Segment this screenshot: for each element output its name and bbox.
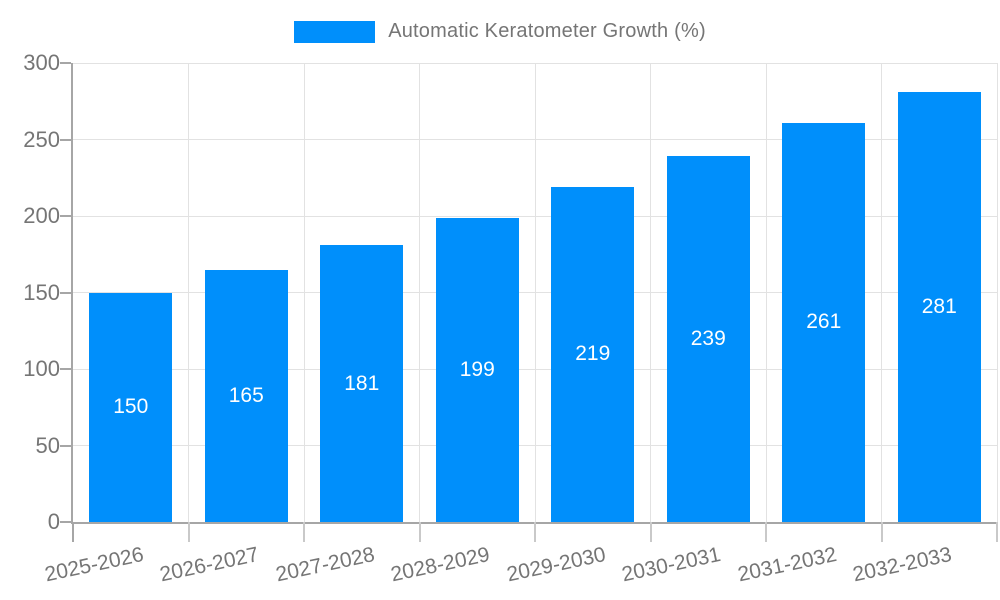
bar-2029-2030[interactable] [551, 186, 635, 522]
y-tick-mark [60, 521, 71, 523]
bar-value-label: 165 [228, 383, 264, 407]
y-tick-mark [60, 138, 71, 141]
bar-2031-2032[interactable] [782, 122, 866, 522]
gridline-vertical [303, 63, 305, 522]
gridline-vertical [996, 63, 998, 522]
x-tick-mark [187, 522, 190, 542]
x-tick-mark [534, 522, 536, 542]
bar-value-label: 199 [459, 357, 495, 381]
legend-swatch [294, 20, 376, 43]
chart-legend[interactable]: Automatic Keratometer Growth (%) [0, 20, 1000, 43]
bar-2025-2026[interactable] [89, 292, 173, 522]
legend-label: Automatic Keratometer Growth (%) [388, 20, 706, 42]
bar-value-label: 261 [806, 310, 842, 334]
gridline-vertical [534, 63, 536, 522]
y-tick-label: 200 [23, 203, 60, 228]
y-axis-line [71, 63, 73, 522]
bar-value-label: 150 [113, 395, 149, 419]
bar-2026-2027[interactable] [204, 269, 288, 522]
y-tick-mark [60, 444, 71, 447]
y-tick-label: 300 [23, 50, 60, 75]
gridline-vertical [419, 63, 420, 522]
x-tick-mark [996, 522, 998, 542]
gridline-vertical [650, 63, 651, 522]
y-tick-label: 250 [23, 126, 60, 152]
bar-value-label: 219 [575, 342, 611, 366]
x-tick-mark [880, 522, 883, 542]
y-tick-label: 0 [47, 509, 60, 534]
gridline-vertical [765, 63, 767, 522]
gridline-vertical [188, 63, 189, 522]
bar-value-label: 281 [921, 295, 957, 319]
bar-2027-2028[interactable] [320, 245, 404, 522]
bar-2030-2031[interactable] [666, 156, 750, 522]
plot-area: 0 50 100 150 200 250 300 150 2025-2026 165 2026-20… [23, 50, 998, 586]
bar-2032-2033[interactable] [897, 92, 981, 522]
x-tick-mark [418, 522, 421, 542]
y-tick-mark [60, 291, 71, 294]
x-tick-mark [303, 522, 305, 542]
y-tick-label: 150 [23, 279, 60, 305]
x-tick-mark [765, 522, 767, 542]
x-tick-mark [72, 522, 74, 542]
gridline-vertical [881, 63, 882, 522]
y-tick-mark [60, 368, 71, 370]
bar-value-label: 239 [690, 327, 726, 351]
y-tick-label: 100 [23, 356, 60, 381]
y-tick-label: 50 [35, 432, 60, 458]
bar-value-label: 181 [344, 371, 380, 395]
y-tick-mark [60, 62, 71, 64]
y-tick-mark [60, 215, 71, 217]
x-tick-mark [649, 522, 652, 542]
bar-2028-2029[interactable] [435, 217, 519, 522]
